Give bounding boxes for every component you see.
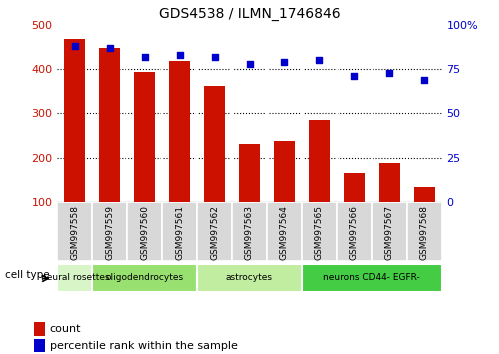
Text: cell type: cell type: [4, 270, 49, 280]
Text: GSM997566: GSM997566: [350, 205, 359, 260]
Point: [106, 45, 114, 51]
FancyBboxPatch shape: [162, 202, 197, 261]
Text: neural rosettes: neural rosettes: [40, 273, 109, 282]
Point: [350, 73, 358, 79]
FancyBboxPatch shape: [92, 263, 197, 292]
Point: [246, 61, 253, 67]
Bar: [64, 39, 85, 202]
Point: [420, 77, 428, 82]
Text: GSM997560: GSM997560: [140, 205, 149, 260]
Point: [71, 43, 79, 49]
Bar: [239, 144, 260, 202]
Text: oligodendrocytes: oligodendrocytes: [106, 273, 184, 282]
FancyBboxPatch shape: [197, 263, 302, 292]
FancyBboxPatch shape: [302, 202, 337, 261]
Text: GSM997565: GSM997565: [315, 205, 324, 260]
Bar: [99, 48, 120, 202]
Point: [211, 54, 219, 59]
Bar: [344, 173, 365, 202]
Text: astrocytes: astrocytes: [226, 273, 273, 282]
FancyBboxPatch shape: [302, 263, 442, 292]
Title: GDS4538 / ILMN_1746846: GDS4538 / ILMN_1746846: [159, 7, 340, 21]
Bar: [414, 187, 435, 202]
Bar: [379, 163, 400, 202]
Text: GSM997562: GSM997562: [210, 205, 219, 260]
Point: [385, 70, 393, 75]
Text: GSM997558: GSM997558: [70, 205, 79, 260]
FancyBboxPatch shape: [92, 202, 127, 261]
FancyBboxPatch shape: [407, 202, 442, 261]
Bar: [204, 86, 225, 202]
Bar: [274, 141, 295, 202]
Bar: [309, 120, 330, 202]
Bar: [34, 339, 45, 352]
Text: GSM997568: GSM997568: [420, 205, 429, 260]
Point: [176, 52, 184, 58]
Bar: [134, 72, 155, 202]
FancyBboxPatch shape: [57, 202, 92, 261]
FancyBboxPatch shape: [197, 202, 232, 261]
Text: percentile rank within the sample: percentile rank within the sample: [50, 341, 238, 350]
FancyBboxPatch shape: [232, 202, 267, 261]
Text: GSM997564: GSM997564: [280, 205, 289, 260]
Text: GSM997561: GSM997561: [175, 205, 184, 260]
FancyBboxPatch shape: [372, 202, 407, 261]
FancyBboxPatch shape: [127, 202, 162, 261]
FancyBboxPatch shape: [337, 202, 372, 261]
FancyBboxPatch shape: [57, 263, 92, 292]
FancyBboxPatch shape: [267, 202, 302, 261]
Text: neurons CD44- EGFR-: neurons CD44- EGFR-: [323, 273, 420, 282]
Point: [141, 54, 149, 59]
Bar: [169, 61, 190, 202]
Bar: [34, 322, 45, 336]
Text: GSM997563: GSM997563: [245, 205, 254, 260]
Text: GSM997567: GSM997567: [385, 205, 394, 260]
Point: [280, 59, 288, 65]
Point: [315, 57, 323, 63]
Text: GSM997559: GSM997559: [105, 205, 114, 260]
Text: count: count: [50, 324, 81, 334]
